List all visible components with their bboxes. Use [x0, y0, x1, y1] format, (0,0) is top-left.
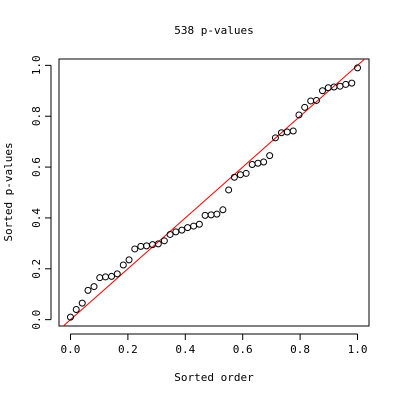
data-point-28	[225, 186, 233, 194]
data-point-47	[336, 82, 344, 90]
data-point-39	[289, 127, 297, 135]
data-point-8	[108, 272, 116, 280]
chart-title: 538 p-values	[174, 24, 253, 37]
data-point-13	[137, 242, 145, 250]
data-point-3	[78, 299, 86, 307]
identity-reference-line	[62, 59, 366, 326]
data-point-7	[102, 273, 109, 281]
y-axis: 0.0 0.2 0.4 0.6 0.8 1.0	[30, 55, 52, 330]
x-tick-label: 0.0	[61, 343, 81, 356]
data-point-11	[125, 256, 133, 264]
data-point-34	[260, 158, 268, 166]
data-point-10	[119, 261, 127, 269]
data-point-5	[90, 283, 98, 291]
y-axis-label: Sorted p-values	[2, 142, 15, 241]
plot-area	[58, 58, 370, 327]
data-point-35	[266, 152, 274, 160]
data-point-23	[195, 220, 203, 228]
data-point-42	[307, 97, 315, 105]
data-point-50	[354, 64, 362, 72]
data-point-38	[283, 128, 291, 136]
data-point-29	[230, 173, 238, 181]
data-point-20	[178, 226, 186, 234]
data-point-9	[113, 270, 121, 278]
y-tick-label: 0.0	[30, 310, 43, 330]
x-tick-label: 0.2	[118, 343, 138, 356]
data-point-43	[312, 96, 320, 104]
y-tick-label: 0.2	[30, 259, 43, 279]
data-point-22	[190, 222, 198, 230]
x-tick-label: 0.8	[290, 343, 310, 356]
data-point-26	[213, 210, 221, 218]
y-tick-label: 0.8	[30, 106, 43, 126]
data-point-19	[172, 228, 180, 236]
data-point-17	[160, 237, 168, 245]
data-point-33	[254, 159, 262, 167]
x-axis-label: Sorted order	[174, 371, 254, 384]
data-point-36	[271, 134, 279, 142]
points-layer	[66, 64, 362, 321]
data-point-16	[154, 240, 162, 248]
x-axis: 0.0 0.2 0.4 0.6 0.8 1.0	[61, 333, 368, 356]
data-point-21	[184, 224, 192, 232]
data-point-12	[131, 245, 139, 253]
data-point-30	[236, 171, 244, 179]
data-point-27	[219, 206, 227, 214]
data-point-40	[295, 111, 303, 119]
x-tick-label: 1.0	[348, 343, 368, 356]
data-point-31	[242, 169, 250, 177]
y-tick-label: 0.4	[30, 208, 43, 228]
data-point-4	[84, 286, 92, 294]
data-point-46	[330, 83, 338, 91]
data-point-32	[248, 161, 256, 169]
data-point-49	[348, 79, 356, 87]
data-point-2	[72, 305, 80, 313]
data-point-25	[207, 211, 215, 219]
x-tick-label: 0.6	[233, 343, 253, 356]
data-point-24	[201, 211, 209, 219]
data-point-1	[66, 313, 74, 321]
data-point-41	[301, 103, 309, 111]
data-point-14	[143, 242, 151, 250]
data-point-18	[166, 230, 174, 238]
y-tick-label: 0.6	[30, 157, 43, 177]
data-point-45	[324, 84, 332, 92]
y-tick-label: 1.0	[30, 55, 43, 75]
data-point-6	[96, 274, 104, 282]
x-tick-label: 0.4	[175, 343, 195, 356]
data-point-48	[342, 80, 350, 88]
plot-frame	[58, 58, 370, 327]
data-point-44	[319, 87, 326, 95]
